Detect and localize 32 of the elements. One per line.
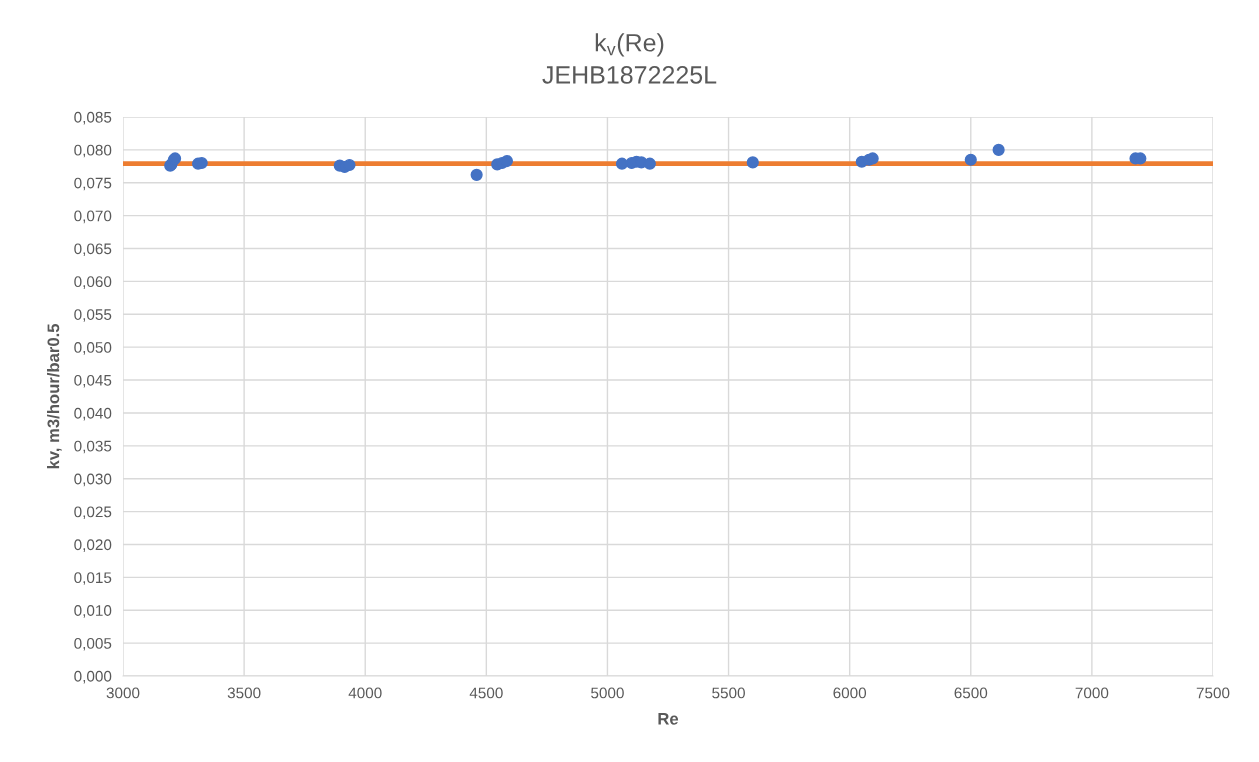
y-tick-label: 0,025	[74, 506, 112, 520]
x-tick-label: 4500	[469, 687, 503, 699]
x-tick-label: 6000	[833, 687, 867, 699]
y-tick-label: 0,045	[74, 374, 112, 388]
y-tick-label: 0,060	[74, 276, 112, 289]
x-tick-label: 5500	[712, 687, 745, 699]
y-tick-label: 0,040	[74, 407, 112, 421]
y-tick-label: 0,065	[74, 243, 112, 257]
y-tick-label: 0,070	[74, 210, 112, 224]
x-tick-label: 7000	[1075, 687, 1109, 699]
x-tick-label: 6500	[954, 687, 988, 699]
chart-title: k$_{v}$(Re)	[595, 33, 664, 57]
y-axis-title: kv, m3/hour/bar0.5	[47, 323, 62, 469]
x-tick-label: 5000	[591, 687, 624, 699]
y-tick-label: 0,050	[74, 342, 112, 355]
x-tick-label: 7500	[1196, 687, 1230, 699]
y-tick-label: 0,030	[74, 473, 112, 487]
y-tick-label: 0,075	[74, 177, 112, 191]
y-tick-label: 0,035	[74, 440, 112, 454]
y-tick-label: 0,085	[74, 111, 112, 125]
chart-subtitle: JEHB1872225L	[542, 66, 717, 84]
x-tick-label: 4000	[348, 687, 382, 699]
y-tick-label: 0,015	[74, 572, 112, 585]
y-tick-label: 0,080	[74, 144, 112, 158]
x-axis-title: Re	[658, 713, 679, 725]
y-tick-label: 0,055	[74, 309, 112, 322]
y-tick-label: 0,000	[74, 670, 112, 684]
y-tick-label: 0,020	[74, 539, 112, 552]
y-tick-label: 0,010	[74, 605, 112, 618]
x-tick-label: 3000	[106, 687, 140, 699]
y-tick-label: 0,005	[74, 637, 112, 651]
x-tick-label: 3500	[227, 687, 261, 699]
